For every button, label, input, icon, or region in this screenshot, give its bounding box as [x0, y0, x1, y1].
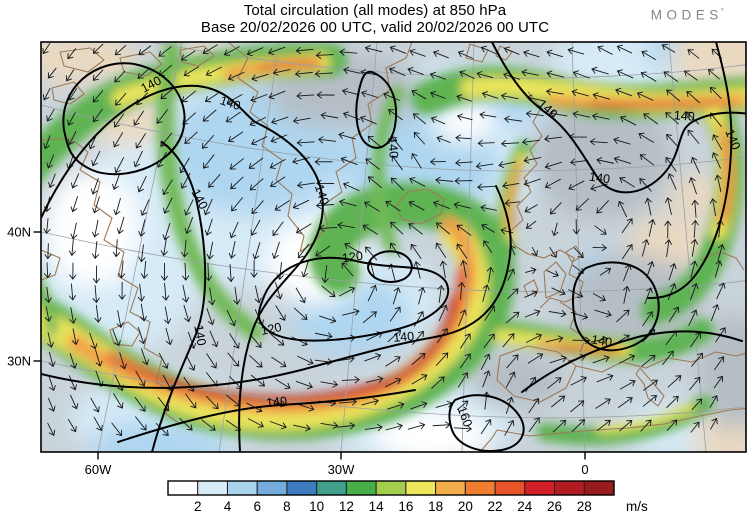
contour-label: 140 — [393, 329, 415, 345]
contour-label: 140 — [385, 137, 401, 159]
x-tick-label: 30W — [328, 462, 355, 477]
modes-logo: MODES° — [651, 7, 724, 23]
colorbar-segment — [345, 480, 377, 496]
colorbar-segment — [167, 480, 199, 496]
colorbar-segment — [226, 480, 258, 496]
jet-bands-layer — [41, 42, 746, 445]
contour-label: 160 — [455, 404, 475, 428]
colorbar-segment — [494, 480, 526, 496]
colorbar-tick-label: 8 — [283, 499, 291, 514]
wind-arrows-layer — [42, 43, 726, 437]
colorbar-tick-label: 12 — [339, 499, 354, 514]
colorbar-tick-label: 22 — [488, 499, 503, 514]
map-border — [40, 41, 747, 453]
colorbar-segment — [256, 480, 288, 496]
chart-header: Total circulation (all modes) at 850 hPa… — [75, 2, 675, 36]
colorbar-tick-label: 16 — [398, 499, 413, 514]
graticule-layer — [41, 42, 746, 452]
colorbar-units: m/s — [626, 499, 648, 514]
contour-lines-layer — [41, 42, 746, 452]
colorbar-frame — [167, 480, 615, 496]
colorbar-tick-label: 18 — [428, 499, 443, 514]
colorbar-tick-label: 20 — [458, 499, 473, 514]
colorbar-tick-label: 6 — [253, 499, 261, 514]
colorbar-segment — [286, 480, 318, 496]
modes-logo-text: MODES — [650, 7, 723, 23]
modes-logo-mark: ° — [720, 7, 724, 16]
contour-label: 120 — [341, 249, 364, 266]
contour-label: 140 — [588, 170, 611, 187]
colorbar-segment — [524, 480, 556, 496]
colorbar-tick-label: 14 — [369, 499, 385, 514]
colorbar-tick-label: 26 — [547, 499, 562, 514]
y-tick-label: 40N — [7, 225, 31, 240]
contour-label: 140 — [590, 332, 613, 349]
contour-label: 120 — [260, 320, 283, 338]
y-tick-label: 30N — [7, 354, 31, 369]
colorbar-segment — [464, 480, 496, 496]
chart-title: Total circulation (all modes) at 850 hPa — [243, 2, 507, 19]
x-tick-label: 60W — [85, 462, 112, 477]
contour-label: 140 — [265, 394, 287, 410]
colorbar-tick-label: 10 — [309, 499, 324, 514]
colorbar: 2 4 6 8 10 12 14 16 18 20 22 24 26 28 m/s — [167, 480, 648, 514]
x-tick-label: 0 — [581, 462, 588, 477]
contour-label: 140 — [191, 324, 208, 347]
colorbar-segment — [375, 480, 407, 496]
colorbar-tick-label: 24 — [517, 499, 533, 514]
colorbar-tick-label: 4 — [224, 499, 232, 514]
colorbar-tick-label: 2 — [194, 499, 202, 514]
colorbar-segment — [583, 480, 615, 496]
colorbar-tick-label: 28 — [577, 499, 592, 514]
axes-layer: 60W 30W 0 40N 30N — [7, 225, 588, 478]
colorbar-segment — [316, 480, 347, 496]
contour-label: 140 — [673, 108, 695, 123]
colorbar-segment — [405, 480, 437, 496]
contour-label: 140 — [312, 183, 332, 207]
colorbar-segment — [197, 480, 228, 496]
colorbar-segment — [554, 480, 585, 496]
contour-label: 140 — [218, 93, 242, 113]
chart-subtitle: Base 20/02/2026 00 UTC, valid 20/02/2026… — [200, 19, 550, 36]
colorbar-segment — [435, 480, 466, 496]
